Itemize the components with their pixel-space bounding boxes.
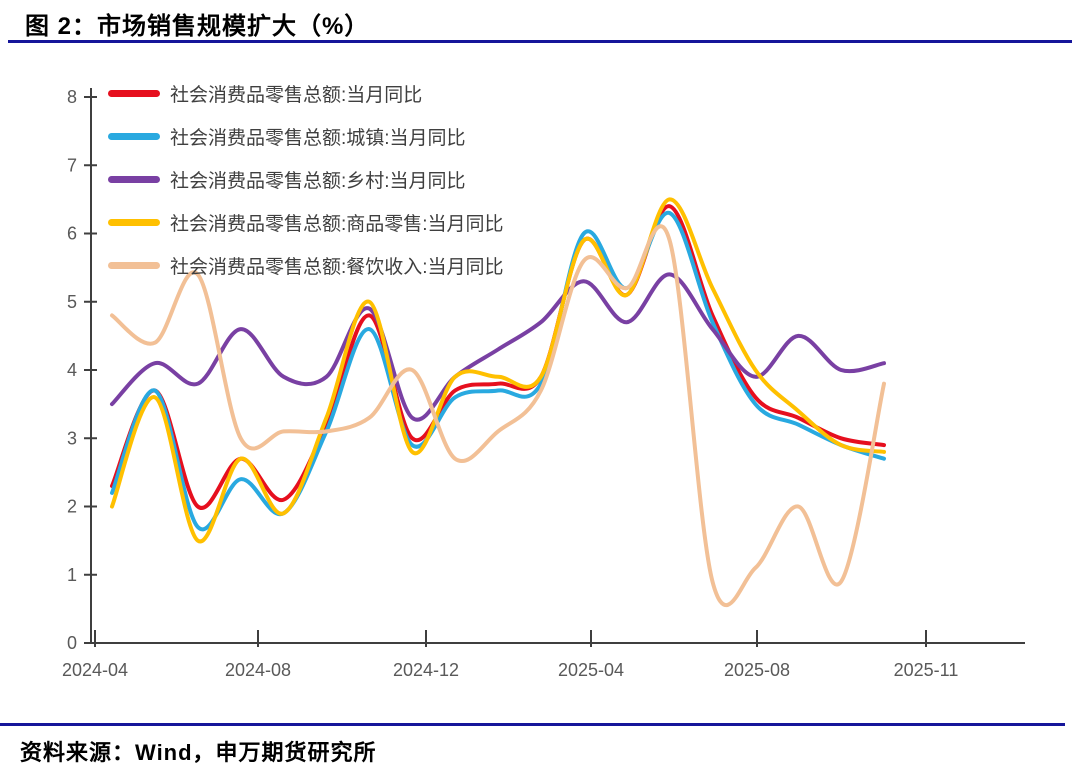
legend-label-catering: 社会消费品零售总额:餐饮收入:当月同比 [170,257,504,278]
y-axis-tick-label: 7 [67,155,77,175]
legend-label-rural: 社会消费品零售总额:乡村:当月同比 [170,171,466,192]
page-title: 图 2：市场销售规模扩大（%） [25,13,370,40]
series-line-3 [110,197,886,544]
y-axis-tick-label: 4 [67,360,77,380]
x-axis-tick-label: 2025-11 [894,660,959,680]
legend-swatch-urban-icon [108,133,160,140]
y-axis-tick-label: 5 [67,292,77,312]
legend-item-rural: 社会消费品零售总额:乡村:当月同比 [108,158,504,201]
series-line-4 [110,224,886,608]
source-note: 资料来源：Wind，申万期货研究所 [20,740,377,765]
legend-item-goods: 社会消费品零售总额:商品零售:当月同比 [108,201,504,244]
legend-swatch-total-icon [108,90,160,97]
footer-rule [0,723,1065,726]
legend-label-total: 社会消费品零售总额:当月同比 [170,85,423,106]
legend-label-goods: 社会消费品零售总额:商品零售:当月同比 [170,214,504,235]
x-axis-tick-label: 2024-04 [62,660,128,680]
title-rule [8,40,1072,43]
y-axis-tick-label: 3 [67,428,77,448]
y-axis-tick-label: 2 [67,497,77,517]
legend-swatch-goods-icon [108,219,160,226]
series-line-2 [110,272,886,422]
y-axis-tick-label: 1 [67,565,77,585]
y-axis-tick-label: 6 [67,224,77,244]
legend-item-catering: 社会消费品零售总额:餐饮收入:当月同比 [108,244,504,287]
legend-swatch-catering-icon [108,262,160,269]
x-axis-tick-label: 2025-04 [558,660,624,680]
chart-legend: 社会消费品零售总额:当月同比 社会消费品零售总额:城镇:当月同比 社会消费品零售… [108,72,504,287]
legend-item-urban: 社会消费品零售总额:城镇:当月同比 [108,115,504,158]
y-axis-tick-label: 8 [67,87,77,107]
legend-label-urban: 社会消费品零售总额:城镇:当月同比 [170,128,466,149]
series-line-1 [110,210,886,532]
legend-swatch-rural-icon [108,176,160,183]
x-axis-tick-label: 2024-08 [225,660,291,680]
y-axis-tick-label: 0 [67,633,77,653]
legend-item-total: 社会消费品零售总额:当月同比 [108,72,504,115]
x-axis-tick-label: 2025-08 [724,660,790,680]
x-axis-tick-label: 2024-12 [393,660,459,680]
